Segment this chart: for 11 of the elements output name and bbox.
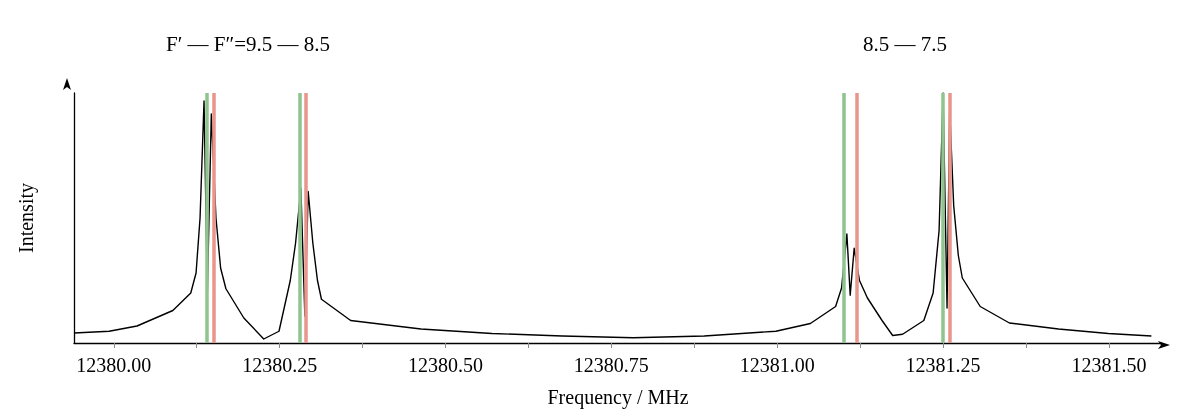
x-tick-label: 12380.00 [76,354,152,376]
x-axis-title: Frequency / MHz [547,386,689,409]
x-tick-label: 12381.25 [905,354,981,376]
y-axis-title: Intensity [15,183,38,253]
x-tick-label: 12380.25 [242,354,318,376]
text: F′ — F″=9.5 — 8.5 [165,32,331,56]
x-tick-label: 12380.50 [408,354,484,376]
x-tick-label: 12380.75 [573,354,649,376]
x-tick-label: 12381.00 [739,354,815,376]
x-tick-label: 12381.50 [1071,354,1147,376]
text: 8.5 — 7.5 [863,32,947,56]
